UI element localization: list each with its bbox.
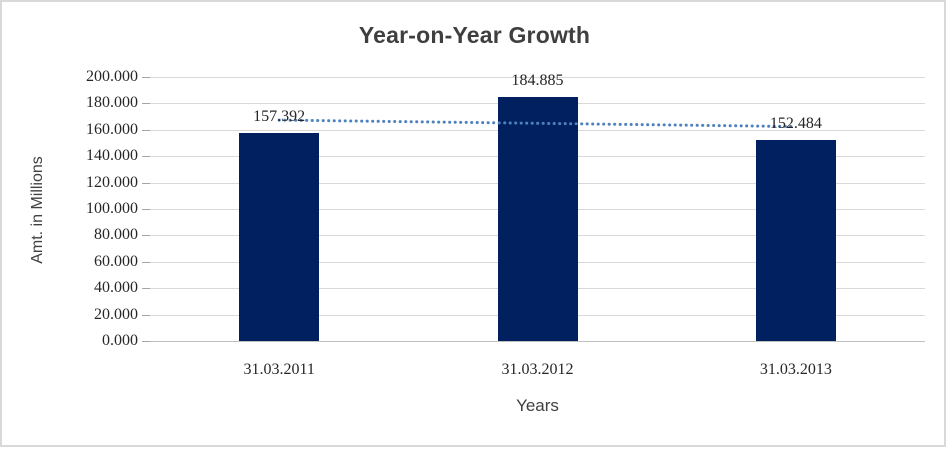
y-axis-tick	[142, 103, 150, 105]
bar-31.03.2013	[755, 139, 836, 341]
plot-area	[150, 77, 925, 342]
x-tick-label: 31.03.2012	[501, 361, 574, 378]
y-axis-tick	[142, 288, 150, 290]
y-tick-label: 20.000	[94, 305, 138, 323]
y-tick-label: 60.000	[94, 252, 138, 270]
bar-31.03.2011	[239, 133, 320, 341]
y-tick-label: 160.000	[86, 120, 138, 138]
gridline	[150, 77, 925, 78]
x-axis-line	[150, 341, 925, 342]
bar-31.03.2012	[497, 96, 578, 341]
y-axis-tick	[142, 341, 150, 342]
x-tick-label: 31.03.2011	[243, 361, 315, 378]
y-axis-tick	[142, 129, 150, 131]
y-axis-tick	[142, 314, 150, 316]
y-tick-label: 100.000	[86, 200, 138, 217]
y-axis-tick	[142, 156, 150, 158]
trendline	[277, 118, 798, 129]
y-tick-label: 140.000	[86, 147, 138, 165]
x-axis-title: Years	[516, 396, 559, 415]
y-tick-label: 80.000	[94, 226, 138, 244]
y-tick-label: 120.000	[86, 173, 138, 191]
bar-value-label: 184.885	[511, 71, 564, 89]
y-tick-label: 0.000	[102, 332, 138, 349]
y-axis-tick	[142, 235, 150, 237]
y-axis-tick	[142, 209, 150, 210]
y-tick-label: 40.000	[94, 279, 138, 297]
y-axis-tick	[142, 182, 150, 184]
x-tick-label: 31.03.2013	[759, 361, 832, 378]
y-tick-label: 200.000	[86, 68, 138, 85]
y-axis-tick	[142, 261, 150, 263]
bar-value-label: 152.484	[769, 114, 822, 132]
chart-title: Year-on-Year Growth	[358, 22, 591, 48]
y-tick-label: 180.000	[86, 94, 138, 112]
y-axis-tick	[142, 77, 150, 78]
bar-value-label: 157.392	[253, 108, 306, 126]
